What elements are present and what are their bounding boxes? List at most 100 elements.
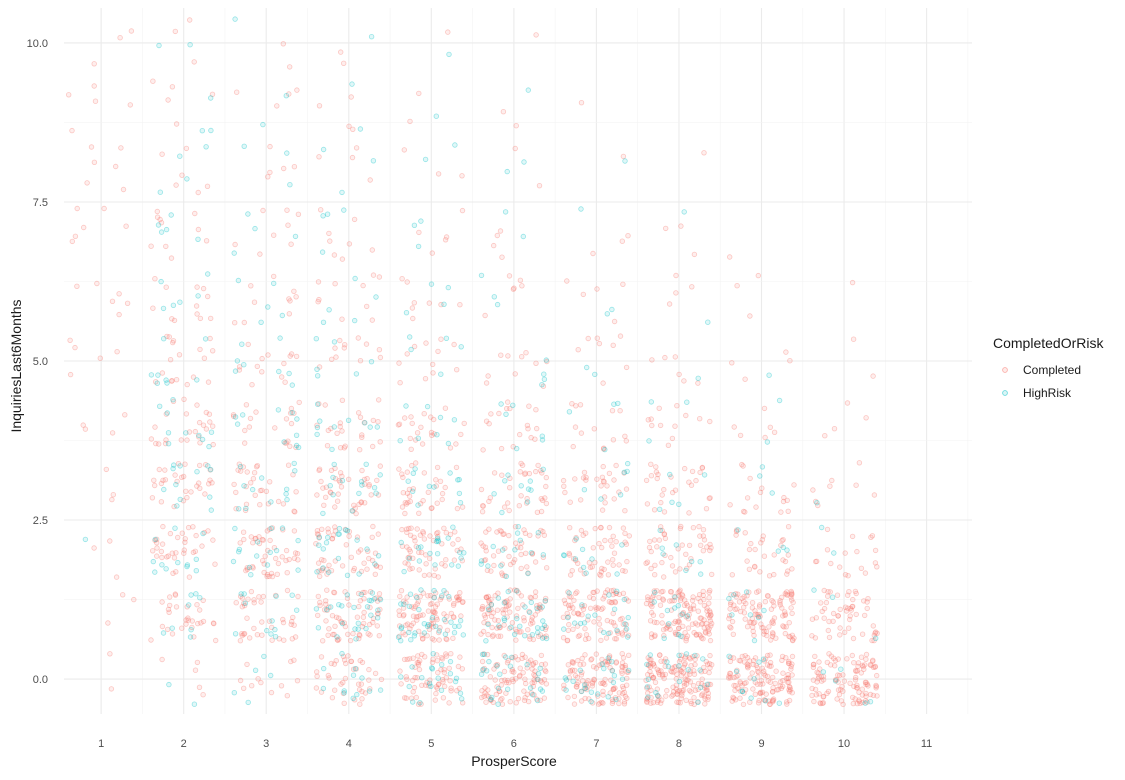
point-highrisk xyxy=(757,473,763,479)
point-highrisk xyxy=(398,624,405,630)
point-completed xyxy=(69,238,75,245)
point-completed xyxy=(323,494,329,500)
point-completed xyxy=(731,695,737,701)
point-completed xyxy=(287,64,293,70)
x-tick-label: 9 xyxy=(758,738,764,750)
point-completed xyxy=(405,499,411,506)
point-completed xyxy=(438,594,445,601)
point-highrisk xyxy=(165,441,172,447)
point-highrisk xyxy=(374,424,380,430)
point-completed xyxy=(581,571,587,577)
point-completed xyxy=(530,620,536,626)
point-completed xyxy=(529,614,535,620)
point-highrisk xyxy=(561,552,567,558)
point-highrisk xyxy=(235,549,242,555)
point-highrisk xyxy=(611,673,618,679)
point-completed xyxy=(600,463,606,470)
point-completed xyxy=(269,573,276,580)
point-completed xyxy=(496,688,502,694)
point-completed xyxy=(399,526,405,533)
point-completed xyxy=(543,668,549,675)
point-completed xyxy=(152,424,158,430)
point-completed xyxy=(432,609,438,615)
point-completed xyxy=(207,335,213,342)
point-highrisk xyxy=(243,505,249,512)
point-highrisk xyxy=(524,499,531,505)
point-completed xyxy=(261,569,267,576)
point-completed xyxy=(616,700,622,707)
point-completed xyxy=(336,615,342,621)
point-completed xyxy=(350,567,357,574)
point-completed xyxy=(321,607,328,613)
point-completed xyxy=(520,602,526,608)
point-completed xyxy=(481,619,487,626)
point-completed xyxy=(499,677,505,684)
point-completed xyxy=(166,334,172,340)
point-completed xyxy=(210,537,216,543)
point-completed xyxy=(377,354,384,361)
point-completed xyxy=(358,547,364,553)
point-completed xyxy=(446,596,452,602)
point-completed xyxy=(745,665,751,671)
point-highrisk xyxy=(398,539,404,546)
point-completed xyxy=(448,688,454,694)
point-highrisk xyxy=(784,547,790,553)
point-completed xyxy=(193,532,199,539)
point-completed xyxy=(414,430,421,436)
point-completed xyxy=(870,692,877,699)
point-completed xyxy=(503,679,510,686)
point-highrisk xyxy=(341,688,347,694)
point-completed xyxy=(620,525,627,531)
point-completed xyxy=(176,352,183,358)
point-completed xyxy=(863,651,870,658)
point-completed xyxy=(567,499,573,505)
point-highrisk xyxy=(172,525,178,531)
point-completed xyxy=(199,543,205,549)
point-completed xyxy=(695,595,701,602)
point-completed xyxy=(565,662,571,668)
point-completed xyxy=(732,687,738,694)
point-completed xyxy=(590,250,596,257)
point-completed xyxy=(415,660,422,666)
point-completed xyxy=(568,594,574,600)
point-completed xyxy=(416,510,422,516)
point-highrisk xyxy=(503,573,509,580)
point-completed xyxy=(285,462,292,468)
point-completed xyxy=(583,682,589,688)
point-completed xyxy=(785,524,792,530)
point-completed xyxy=(200,285,207,292)
point-highrisk xyxy=(320,146,327,153)
point-completed xyxy=(182,539,188,545)
point-highrisk xyxy=(435,538,441,545)
point-highrisk xyxy=(518,483,524,489)
point-completed xyxy=(649,603,655,610)
point-completed xyxy=(357,632,363,639)
point-completed xyxy=(648,473,655,479)
point-completed xyxy=(605,659,611,665)
point-completed xyxy=(409,604,415,610)
point-highrisk xyxy=(241,591,247,597)
point-highrisk xyxy=(401,568,407,575)
point-completed xyxy=(842,629,848,635)
point-completed xyxy=(196,419,203,426)
point-completed xyxy=(166,609,172,615)
point-completed xyxy=(871,632,877,639)
point-completed xyxy=(601,445,607,451)
point-completed xyxy=(433,483,439,489)
point-highrisk xyxy=(187,42,193,48)
point-highrisk xyxy=(314,431,320,438)
point-completed xyxy=(362,690,369,696)
point-highrisk xyxy=(832,678,839,684)
point-highrisk xyxy=(166,681,172,688)
point-completed xyxy=(834,592,841,598)
point-completed xyxy=(742,376,748,382)
point-completed xyxy=(674,403,680,409)
point-completed xyxy=(488,697,494,703)
point-completed xyxy=(752,679,758,685)
point-completed xyxy=(341,60,347,66)
point-completed xyxy=(338,681,344,687)
point-highrisk xyxy=(355,626,361,632)
point-completed xyxy=(413,694,419,701)
point-completed xyxy=(661,632,667,639)
